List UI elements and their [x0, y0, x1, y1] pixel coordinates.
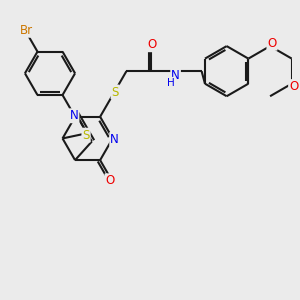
Text: O: O	[267, 37, 277, 50]
Text: N: N	[110, 133, 119, 146]
Text: Br: Br	[20, 24, 33, 37]
Text: H: H	[167, 78, 175, 88]
Text: N: N	[70, 109, 79, 122]
Text: S: S	[82, 129, 90, 142]
Text: O: O	[289, 80, 298, 93]
Text: O: O	[148, 38, 157, 51]
Text: N: N	[171, 70, 180, 83]
Text: O: O	[106, 174, 115, 187]
Text: S: S	[112, 85, 119, 98]
